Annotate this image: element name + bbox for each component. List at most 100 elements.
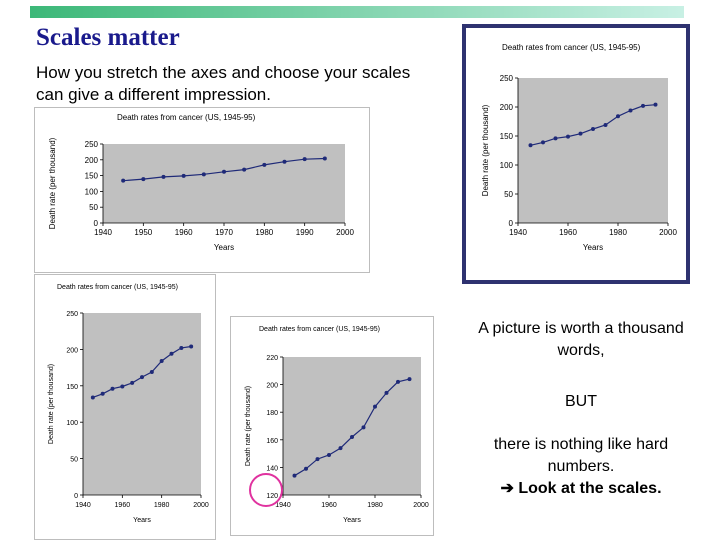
- data-point: [322, 156, 327, 161]
- x-axis-label: Years: [214, 243, 234, 252]
- data-point: [141, 177, 146, 182]
- chart-wide: Death rates from cancer (US, 1945-95) 0 50…: [34, 107, 370, 273]
- data-point: [302, 157, 307, 162]
- data-point: [262, 162, 267, 167]
- x-tick-label: 2000: [659, 228, 677, 237]
- x-tick-label: 1950: [134, 228, 152, 237]
- data-point: [282, 159, 287, 164]
- x-tick-label: 2000: [413, 502, 429, 509]
- data-point: [566, 134, 570, 139]
- y-tick-label: 0: [509, 219, 514, 228]
- data-point: [361, 425, 366, 430]
- x-tick-label: 1940: [94, 228, 112, 237]
- y-tick-label: 150: [66, 384, 78, 391]
- x-tick-label: 1940: [75, 502, 91, 509]
- y-tick-label: 50: [70, 457, 78, 464]
- plot-area: [103, 144, 345, 223]
- y-axis-label: Death rate (per thousand): [245, 386, 252, 466]
- data-point: [242, 167, 247, 172]
- x-tick-label: 1960: [175, 228, 193, 237]
- y-tick-label: 200: [500, 103, 514, 112]
- x-axis-label: Years: [133, 517, 151, 524]
- x-axis-label: Years: [343, 517, 361, 524]
- data-point: [616, 114, 620, 119]
- x-tick-label: 2000: [336, 228, 354, 237]
- x-tick-label: 1960: [559, 228, 577, 237]
- chart-svg: Death rates from cancer (US, 1945-95) 0 50…: [48, 284, 209, 524]
- y-tick-label: 100: [85, 187, 99, 196]
- data-point: [121, 178, 126, 183]
- chart-title: Death rates from cancer (US, 1945-95): [57, 284, 178, 291]
- data-point: [603, 122, 608, 127]
- data-point: [338, 446, 343, 451]
- chart-svg: Death rates from cancer (US, 1945-95) 0 50…: [481, 43, 677, 252]
- data-point: [222, 169, 226, 174]
- but-text: BUT: [565, 393, 597, 410]
- y-tick-label: 140: [266, 465, 278, 472]
- x-tick-label: 1990: [296, 228, 314, 237]
- chart-tall: Death rates from cancer (US, 1945-95) 0 50…: [34, 274, 216, 540]
- data-point: [350, 435, 354, 440]
- slide-title: Scales matter: [36, 24, 180, 51]
- y-tick-label: 100: [66, 420, 78, 427]
- y-axis-label: Death rate (per thousand): [481, 104, 490, 196]
- chart-svg: Death rates from cancer (US, 1945-95)120…: [245, 326, 429, 524]
- data-point: [161, 174, 166, 179]
- x-tick-label: 1980: [367, 502, 383, 509]
- y-tick-label: 200: [85, 156, 99, 165]
- arrow-icon: ➔: [500, 480, 514, 497]
- data-point: [541, 140, 545, 145]
- data-point: [189, 344, 194, 349]
- data-point: [628, 108, 633, 113]
- data-point: [315, 457, 320, 462]
- data-point: [179, 345, 184, 350]
- chart-title: Death rates from cancer (US, 1945-95): [502, 43, 641, 52]
- data-point: [110, 386, 115, 391]
- x-tick-label: 2000: [193, 502, 209, 509]
- data-point: [201, 172, 206, 177]
- data-point: [396, 379, 400, 384]
- data-point: [304, 466, 308, 471]
- data-point: [528, 143, 533, 148]
- plot-area: [283, 357, 421, 495]
- data-point: [169, 351, 174, 356]
- chart-framed: Death rates from cancer (US, 1945-95) 0 50…: [462, 24, 690, 284]
- look-at-scales-text: ➔ Look at the scales.: [476, 478, 686, 500]
- data-point: [373, 404, 377, 409]
- y-axis-label: Death rate (per thousand): [48, 364, 55, 444]
- plot-area: [518, 78, 668, 223]
- y-tick-label: 0: [74, 493, 78, 500]
- y-tick-label: 160: [266, 438, 278, 445]
- y-tick-label: 200: [66, 347, 78, 354]
- y-tick-label: 180: [266, 410, 278, 417]
- y-tick-label: 150: [85, 172, 99, 181]
- look-at-scales-label: Look at the scales.: [518, 480, 662, 497]
- data-point: [653, 102, 658, 107]
- x-axis-label: Years: [583, 243, 603, 252]
- data-point: [553, 136, 558, 141]
- plot-area: [83, 313, 201, 495]
- header-gradient-bar: [30, 6, 684, 18]
- chart-title: Death rates from cancer (US, 1945-95): [259, 326, 380, 333]
- chart-title: Death rates from cancer (US, 1945-95): [117, 113, 256, 122]
- y-tick-label: 50: [89, 203, 98, 212]
- y-tick-label: 50: [504, 190, 513, 199]
- data-point: [578, 131, 583, 136]
- y-tick-label: 250: [66, 311, 78, 318]
- y-tick-label: 100: [500, 161, 514, 170]
- data-point: [120, 384, 125, 389]
- y-tick-label: 0: [94, 219, 99, 228]
- x-tick-label: 1960: [115, 502, 131, 509]
- picture-worth-text: A picture is worth a thousand words,: [478, 320, 684, 359]
- data-point: [181, 173, 186, 178]
- data-point: [159, 359, 164, 364]
- x-tick-label: 1970: [215, 228, 233, 237]
- data-point: [100, 391, 105, 396]
- x-tick-label: 1940: [275, 502, 291, 509]
- data-point: [327, 452, 331, 457]
- slide-subtitle: How you stretch the axes and choose your…: [36, 63, 411, 104]
- y-tick-label: 250: [500, 74, 514, 83]
- y-tick-label: 250: [85, 140, 99, 149]
- data-point: [384, 390, 389, 395]
- x-tick-label: 1960: [321, 502, 337, 509]
